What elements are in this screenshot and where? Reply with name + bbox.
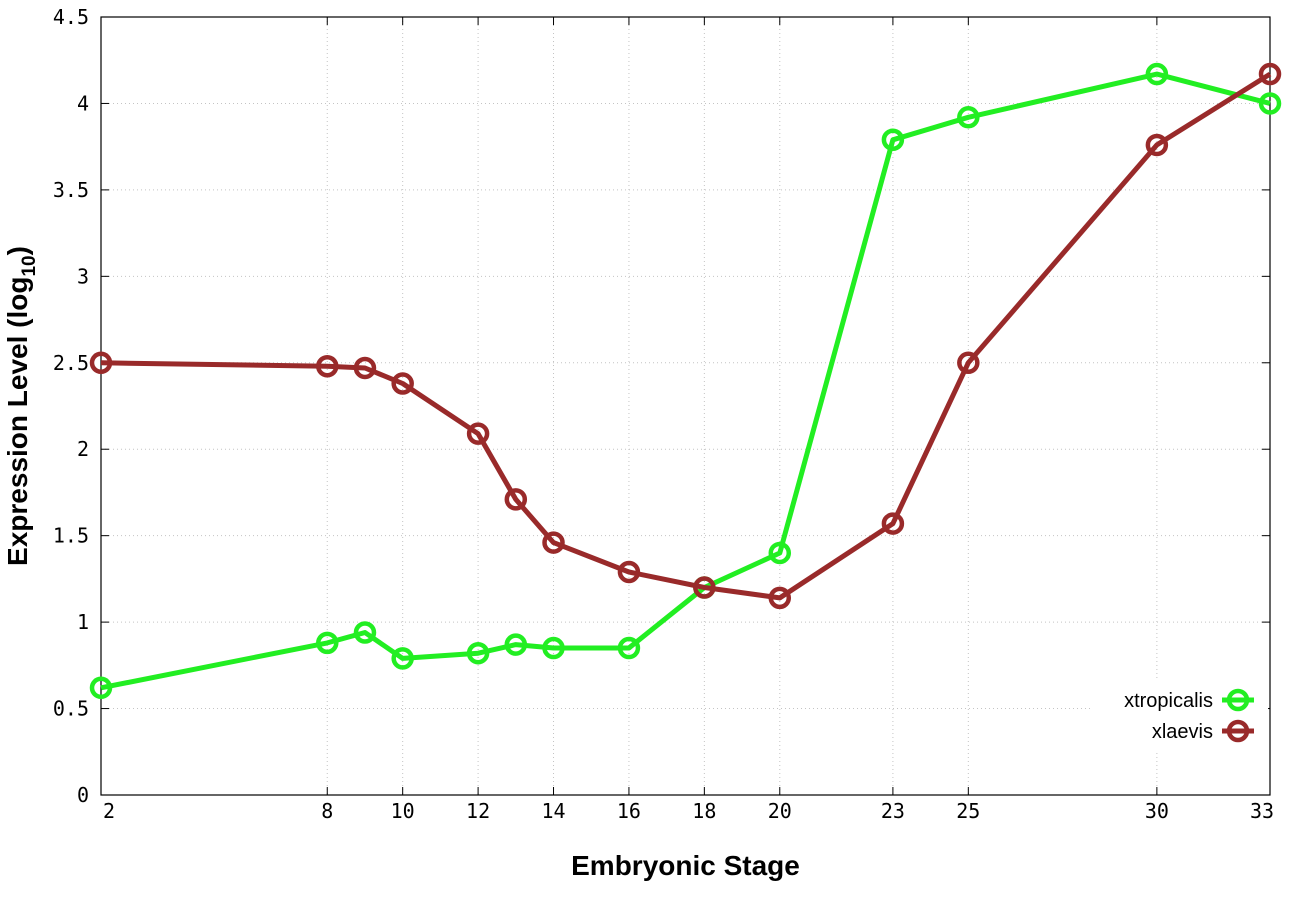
y-tick-label: 2.5 bbox=[53, 351, 89, 375]
x-tick-label: 16 bbox=[617, 799, 641, 823]
x-tick-label: 2 bbox=[103, 799, 115, 823]
data-point-xlaevis bbox=[768, 586, 792, 610]
legend-label-xlaevis: xlaevis bbox=[1152, 721, 1213, 743]
x-tick-label: 33 bbox=[1250, 799, 1274, 823]
y-tick-label: 3 bbox=[77, 264, 89, 288]
data-point-xlaevis bbox=[391, 372, 414, 395]
legend: xtropicalis xlaevis bbox=[1090, 680, 1268, 750]
data-point-xtropicalis bbox=[957, 106, 980, 129]
data-point-xtropicalis bbox=[391, 647, 414, 670]
data-point-xlaevis bbox=[881, 512, 905, 535]
data-point-xtropicalis bbox=[316, 631, 339, 655]
y-tick-label: 0 bbox=[77, 783, 89, 807]
series-line-xlaevis bbox=[100, 71, 1272, 601]
y-tick-label: 4 bbox=[77, 91, 89, 115]
data-point-xtropicalis bbox=[1258, 92, 1282, 115]
y-axis-label: Expression Level (log10) bbox=[2, 246, 40, 566]
data-point-xlaevis bbox=[693, 576, 716, 599]
y-tick-label: 2 bbox=[77, 437, 89, 461]
x-axis-label: Embryonic Stage bbox=[571, 850, 800, 881]
plot-frame bbox=[100, 16, 1271, 796]
legend-marker-xlaevis bbox=[1226, 719, 1250, 743]
grid bbox=[101, 17, 1270, 795]
data-point-xlaevis bbox=[957, 351, 980, 375]
y-tick-label: 0.5 bbox=[53, 697, 89, 721]
series-lines bbox=[89, 62, 1282, 700]
data-point-xtropicalis bbox=[881, 128, 905, 152]
data-point-xtropicalis bbox=[89, 676, 113, 700]
legend-marker-xtropicalis bbox=[1226, 688, 1250, 712]
y-tick-label: 3.5 bbox=[53, 178, 89, 202]
y-axis-label-subscript: 10 bbox=[19, 255, 40, 276]
data-point-xlaevis bbox=[617, 560, 641, 584]
data-point-xtropicalis bbox=[504, 633, 528, 656]
y-tick-label: 1.5 bbox=[53, 524, 89, 548]
x-tick-label: 20 bbox=[768, 799, 792, 823]
x-tick-label: 23 bbox=[881, 799, 905, 823]
data-point-xlaevis bbox=[316, 354, 339, 378]
data-point-xlaevis bbox=[542, 531, 565, 554]
data-point-xlaevis bbox=[1258, 62, 1282, 86]
x-tick-label: 8 bbox=[321, 799, 333, 823]
data-point-xlaevis bbox=[89, 351, 113, 375]
series-xtropicalis bbox=[89, 62, 1282, 700]
data-point-xtropicalis bbox=[617, 636, 641, 660]
x-tick-label: 18 bbox=[692, 799, 716, 823]
x-tick-label: 12 bbox=[466, 799, 490, 823]
data-point-xtropicalis bbox=[542, 636, 565, 660]
x-tick-label: 25 bbox=[956, 799, 980, 823]
axis-ticks: 0 0.5 1 1.5 2 2.5 3 3.5 4 4.5 2 8 10 12 14 16 18 20 23 25 30… bbox=[53, 5, 1274, 823]
data-point-xlaevis bbox=[504, 488, 528, 511]
data-point-xtropicalis bbox=[1145, 62, 1169, 86]
data-point-xlaevis bbox=[353, 356, 377, 380]
series-line-xtropicalis bbox=[100, 71, 1271, 691]
y-axis-label-main: Expression Level (log bbox=[2, 277, 33, 566]
y-tick-label: 1 bbox=[77, 610, 89, 634]
y-axis-label-suffix: ) bbox=[2, 246, 33, 255]
series-xlaevis bbox=[89, 62, 1282, 610]
data-point-xtropicalis bbox=[353, 621, 377, 644]
legend-label-xtropicalis: xtropicalis bbox=[1124, 690, 1213, 712]
data-point-xlaevis bbox=[466, 422, 490, 445]
x-tick-label: 10 bbox=[391, 799, 415, 823]
data-point-xlaevis bbox=[1145, 133, 1169, 157]
data-point-xtropicalis bbox=[768, 541, 792, 565]
x-tick-label: 14 bbox=[541, 799, 565, 823]
x-tick-label: 30 bbox=[1145, 799, 1169, 823]
y-tick-label: 4.5 bbox=[53, 5, 89, 29]
data-point-xtropicalis bbox=[466, 641, 490, 665]
